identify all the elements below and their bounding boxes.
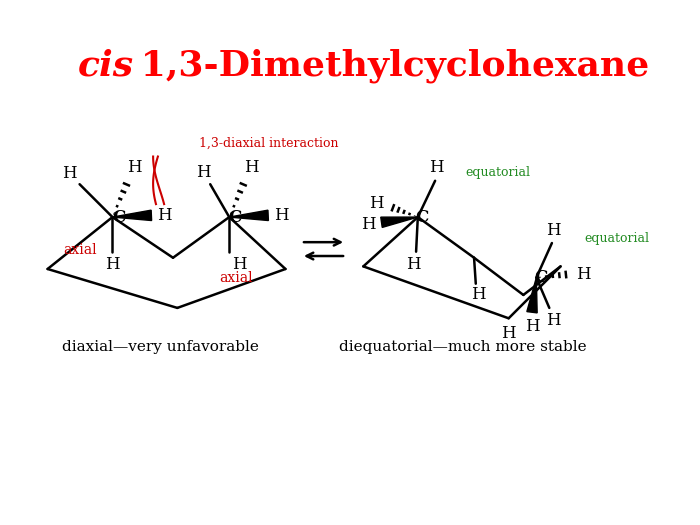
Text: cis: cis bbox=[78, 49, 134, 83]
Text: H: H bbox=[105, 256, 120, 273]
Text: 1,3-Dimethylcyclohexane: 1,3-Dimethylcyclohexane bbox=[128, 48, 650, 83]
Text: equatorial: equatorial bbox=[584, 232, 649, 245]
Text: H: H bbox=[232, 256, 247, 273]
Text: C: C bbox=[112, 208, 125, 226]
Polygon shape bbox=[229, 210, 268, 220]
Text: H: H bbox=[471, 286, 486, 302]
Text: C: C bbox=[416, 208, 429, 226]
Text: diaxial—very unfavorable: diaxial—very unfavorable bbox=[62, 340, 258, 354]
Text: H: H bbox=[575, 266, 590, 282]
Text: axial: axial bbox=[63, 243, 97, 257]
Text: 1,3-diaxial interaction: 1,3-diaxial interaction bbox=[199, 137, 339, 150]
Text: H: H bbox=[525, 318, 539, 334]
Text: H: H bbox=[62, 165, 76, 182]
Text: C: C bbox=[534, 269, 547, 286]
Text: H: H bbox=[546, 312, 561, 329]
Text: H: H bbox=[361, 215, 376, 233]
Text: H: H bbox=[406, 256, 421, 273]
Text: H: H bbox=[196, 164, 211, 181]
Polygon shape bbox=[113, 210, 152, 220]
Text: H: H bbox=[501, 326, 516, 342]
Text: H: H bbox=[546, 223, 561, 239]
Text: diequatorial—much more stable: diequatorial—much more stable bbox=[339, 340, 587, 354]
Text: H: H bbox=[369, 195, 384, 212]
Text: H: H bbox=[157, 207, 172, 224]
Text: H: H bbox=[127, 159, 141, 176]
Polygon shape bbox=[381, 217, 418, 227]
Text: C: C bbox=[229, 208, 242, 226]
Text: H: H bbox=[430, 159, 444, 176]
Text: axial: axial bbox=[219, 271, 253, 285]
Text: H: H bbox=[274, 207, 288, 224]
Polygon shape bbox=[527, 278, 537, 313]
Text: H: H bbox=[244, 159, 258, 176]
Text: equatorial: equatorial bbox=[466, 165, 531, 178]
